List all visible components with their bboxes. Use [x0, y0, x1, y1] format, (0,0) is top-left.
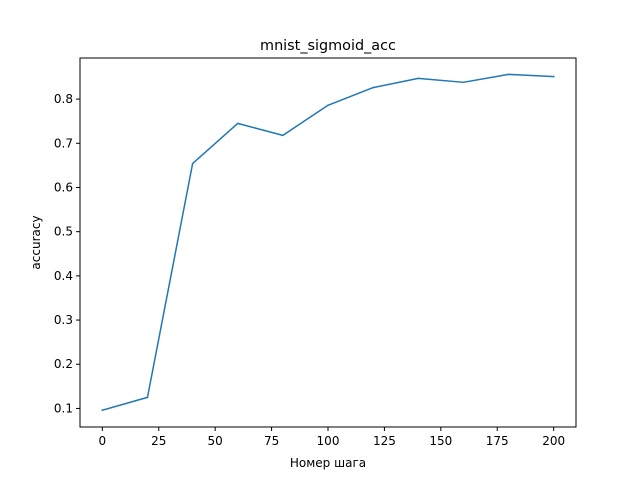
data-point [462, 81, 465, 84]
plot-area [101, 73, 555, 412]
y-tick-label: 0.8 [54, 92, 73, 106]
x-axis: 0 25 50 75 100 125 150 175 200 [99, 427, 565, 448]
x-tick-label: 75 [264, 434, 279, 448]
data-point [282, 134, 284, 137]
y-axis-label: accuracy [29, 215, 43, 269]
x-tick-label: 0 [99, 434, 107, 448]
y-tick-label: 0.2 [54, 357, 73, 371]
data-point [101, 409, 104, 412]
y-tick-label: 0.7 [54, 136, 73, 150]
data-point [191, 162, 194, 165]
plot-frame [79, 57, 577, 428]
data-point [372, 86, 374, 89]
y-tick-label: 0.1 [54, 401, 73, 415]
x-tick-label: 175 [486, 434, 509, 448]
series-line [101, 73, 555, 412]
x-tick-label: 125 [373, 434, 396, 448]
x-tick-label: 100 [317, 434, 340, 448]
data-point [327, 104, 329, 107]
y-axis: 0.1 0.2 0.3 0.4 0.5 0.6 0.7 0.8 [54, 92, 80, 415]
data-point [417, 77, 420, 80]
x-tick-label: 50 [208, 434, 223, 448]
x-tick-label: 150 [429, 434, 452, 448]
data-point [552, 75, 555, 78]
chart-title: mnist_sigmoid_acc [260, 38, 396, 54]
x-tick-label: 200 [542, 434, 565, 448]
data-point [236, 122, 239, 125]
data-point [507, 73, 510, 76]
y-tick-label: 0.4 [54, 269, 73, 283]
x-axis-label: Номер шага [290, 456, 366, 470]
y-tick-label: 0.6 [54, 180, 73, 194]
y-tick-label: 0.3 [54, 313, 73, 327]
x-tick-label: 25 [151, 434, 166, 448]
y-tick-label: 0.5 [54, 225, 73, 239]
data-point [146, 396, 149, 399]
